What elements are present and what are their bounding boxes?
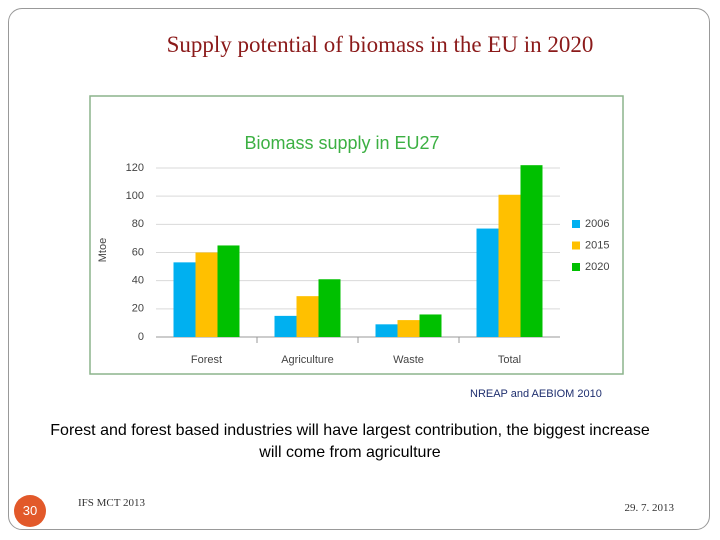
- x-tick-label: Waste: [393, 354, 424, 366]
- legend-label: 2006: [585, 218, 609, 230]
- legend-swatch: [572, 220, 580, 228]
- y-tick-label: 0: [138, 331, 144, 343]
- source: NREAP and AEBIOM 2010: [470, 388, 602, 400]
- legend-label: 2015: [585, 239, 609, 251]
- page-number: 30: [14, 495, 46, 527]
- slide-frame: [8, 8, 710, 530]
- x-tick-label: Agriculture: [281, 354, 334, 366]
- bar: [195, 252, 218, 337]
- y-axis-label: Mtoe: [97, 238, 109, 262]
- x-tick-label: Total: [498, 354, 521, 366]
- chart-title: Biomass supply in EU27: [244, 133, 439, 153]
- bar: [217, 245, 240, 337]
- y-tick-label: 60: [132, 246, 144, 258]
- caption: Forest and forest based industries will …: [50, 422, 650, 461]
- bar: [296, 296, 319, 337]
- y-tick-label: 120: [126, 162, 144, 174]
- x-tick-label: Forest: [191, 354, 222, 366]
- bar: [397, 320, 420, 337]
- y-tick-label: 40: [132, 275, 144, 287]
- bar: [318, 279, 341, 337]
- date: 29. 7. 2013: [624, 502, 675, 514]
- y-tick-label: 20: [132, 303, 144, 315]
- bar: [375, 324, 398, 337]
- y-tick-label: 80: [132, 218, 144, 230]
- legend-label: 2020: [585, 261, 609, 273]
- bar: [173, 262, 196, 337]
- legend-swatch: [572, 263, 580, 271]
- bar: [520, 165, 543, 337]
- footer: IFS MCT 2013: [78, 497, 146, 509]
- bar: [498, 194, 521, 337]
- bar: [274, 315, 297, 337]
- slide-title: Supply potential of biomass in the EU in…: [166, 32, 594, 57]
- legend-swatch: [572, 241, 580, 250]
- bar: [476, 228, 499, 337]
- bar: [419, 314, 442, 337]
- y-tick-label: 100: [126, 190, 144, 202]
